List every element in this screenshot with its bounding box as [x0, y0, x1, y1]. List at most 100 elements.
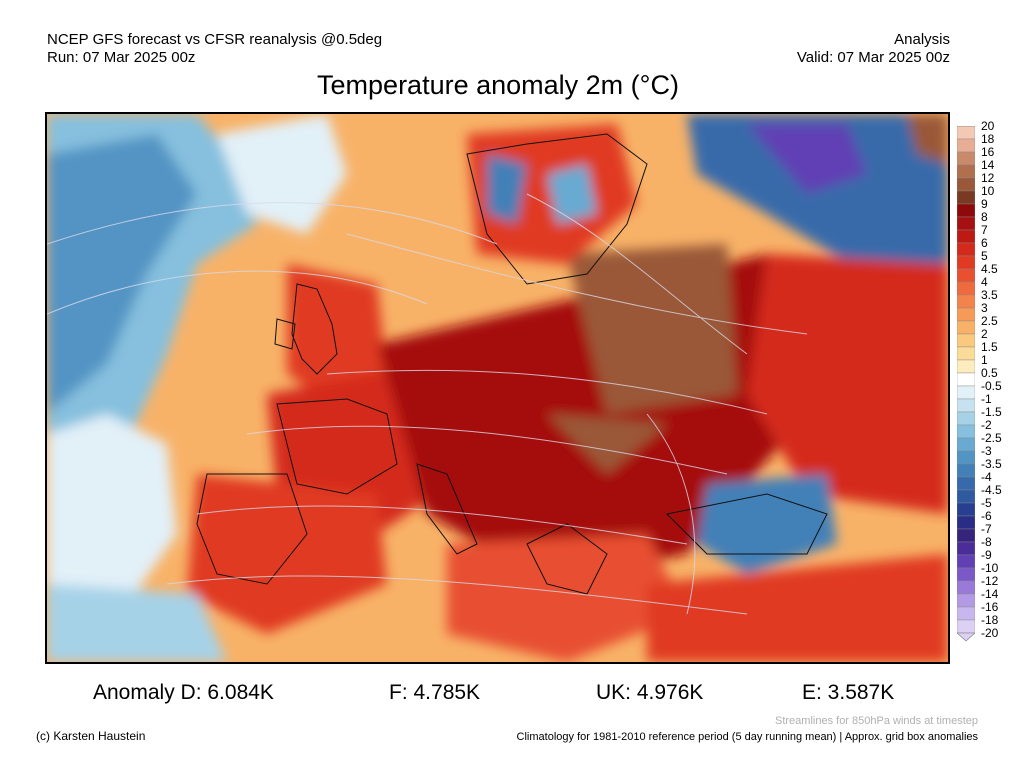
- colorbar-tick-label: 14: [981, 158, 995, 172]
- colorbar-tick-label: 2: [981, 327, 988, 341]
- map-title: Temperature anomaly 2m (°C): [317, 70, 679, 100]
- colorbar-tick-label: 3.5: [981, 288, 998, 302]
- atlantic-cold-core: [47, 134, 197, 414]
- anomaly-map: [45, 112, 950, 664]
- colorbar-tick-label: -7: [981, 522, 992, 536]
- stat-anomaly-f: F: 4.785K: [389, 681, 481, 704]
- colorbar-swatch: [957, 229, 975, 244]
- colorbar-swatch: [957, 294, 975, 309]
- colorbar-swatch: [957, 541, 975, 556]
- colorbar-tick-label: -8: [981, 535, 992, 549]
- colorbar-tick-label: -5: [981, 496, 992, 510]
- colorbar-tick-label: -10: [981, 561, 999, 575]
- colorbar: [957, 126, 975, 642]
- colorbar-swatch: [957, 255, 975, 270]
- colorbar-tick-label: -0.5: [981, 379, 1002, 393]
- colorbar-tick-label: -2.5: [981, 431, 1002, 445]
- colorbar-swatch: [957, 424, 975, 439]
- colorbar-tick-label: -14: [981, 587, 999, 601]
- colorbar-tick-label: 7: [981, 223, 988, 237]
- colorbar-swatch: [957, 450, 975, 465]
- colorbar-swatch: [957, 242, 975, 257]
- iberia-outline: [196, 473, 308, 585]
- colorbar-tick-label: -20: [981, 626, 999, 640]
- france-outline: [276, 398, 398, 495]
- colorbar-tick-label: 18: [981, 132, 995, 146]
- colorbar-swatch: [957, 463, 975, 478]
- north-africa-middle-east-warm: [647, 554, 948, 662]
- eastern-europe-extreme-warm: [567, 244, 737, 414]
- header-right: Analysis Valid: 07 Mar 2025 00z: [797, 31, 950, 67]
- balkans-outline: [526, 523, 608, 595]
- colorbar-swatch: [957, 151, 975, 166]
- colorbar-tick-label: 12: [981, 171, 995, 185]
- turkey-cold-anomaly: [697, 474, 837, 574]
- streamlines: [47, 193, 808, 615]
- colorbar-swatch: [957, 593, 975, 608]
- colorbar-swatch: [957, 606, 975, 621]
- colorbar-tick-label: -6: [981, 509, 992, 523]
- colorbar-swatch: [957, 437, 975, 452]
- iberia-warm-anomaly: [187, 474, 387, 634]
- colorbar-swatch: [957, 281, 975, 296]
- climatology-note: Climatology for 1981-2010 reference peri…: [516, 731, 978, 743]
- colorbar-swatch: [957, 554, 975, 569]
- colorbar-tick-label: 4.5: [981, 262, 998, 276]
- map-canvas: [47, 114, 948, 662]
- colorbar-swatch: [957, 489, 975, 504]
- scandinavia-outline: [466, 133, 648, 285]
- colorbar-tick-label: -2: [981, 418, 992, 432]
- colorbar-tick-label: -16: [981, 600, 999, 614]
- mediterranean-warm: [447, 534, 687, 662]
- colorbar-tick-label: 10: [981, 184, 995, 198]
- colorbar-tick-label: -18: [981, 613, 999, 627]
- colorbar-swatch: [957, 398, 975, 413]
- colorbar-swatch: [957, 502, 975, 517]
- colorbar-swatch: [957, 619, 975, 634]
- black-sea-outline: [665, 493, 828, 555]
- colorbar-swatch: [957, 126, 975, 140]
- colorbar-swatch: [957, 385, 975, 400]
- colorbar-tick-label: 16: [981, 145, 995, 159]
- colorbar-swatch: [957, 320, 975, 335]
- colorbar-swatch: [957, 567, 975, 582]
- colorbar-tick-label: -1: [981, 392, 992, 406]
- colorbar-swatch: [957, 203, 975, 218]
- streamlines-note: Streamlines for 850hPa winds at timestep: [775, 715, 978, 727]
- colorbar-swatch: [957, 138, 975, 153]
- stat-anomaly-e: E: 3.587K: [802, 681, 895, 704]
- coastlines: [196, 133, 828, 595]
- colorbar-tick-label: 5: [981, 249, 988, 263]
- colorbar-swatch: [957, 372, 975, 387]
- colorbar-tick-label: -3.5: [981, 457, 1002, 471]
- colorbar-tick-label: 6: [981, 236, 988, 250]
- colorbar-tick-label: -4: [981, 470, 992, 484]
- colorbar-tick-label: 3: [981, 301, 988, 315]
- colorbar-tick-label: 1.5: [981, 340, 998, 354]
- colorbar-tick-label: 8: [981, 210, 988, 224]
- colorbar-tick-label: 0.5: [981, 366, 998, 380]
- colorbar-swatch: [957, 528, 975, 543]
- run-line: Run: 07 Mar 2025 00z: [47, 49, 196, 66]
- stat-anomaly-d: Anomaly D: 6.084K: [93, 681, 274, 704]
- colorbar-swatch: [957, 164, 975, 179]
- colorbar-tick-label: 2.5: [981, 314, 998, 328]
- russia-cold-anomaly: [687, 114, 948, 274]
- colorbar-swatch: [957, 190, 975, 205]
- colorbar-tick-label: -9: [981, 548, 992, 562]
- norway-cold-patch: [487, 154, 527, 224]
- copyright: (c) Karsten Haustein: [36, 729, 146, 743]
- stat-anomaly-uk: UK: 4.976K: [596, 681, 704, 704]
- colorbar-tick-label: -4.5: [981, 483, 1002, 497]
- colorbar-swatch: [957, 268, 975, 283]
- colorbar-swatch: [957, 177, 975, 192]
- source-line: NCEP GFS forecast vs CFSR reanalysis @0.…: [47, 31, 383, 48]
- colorbar-tick-label: 1: [981, 353, 988, 367]
- ireland-outline: [274, 318, 296, 350]
- colorbar-tick-label: 9: [981, 197, 988, 211]
- colorbar-tick-label: -12: [981, 574, 999, 588]
- colorbar-tick-label: 4: [981, 275, 988, 289]
- valid-line: Valid: 07 Mar 2025 00z: [796, 49, 950, 66]
- colorbar-swatch: [957, 307, 975, 322]
- colorbar-tick-label: 20: [981, 119, 995, 133]
